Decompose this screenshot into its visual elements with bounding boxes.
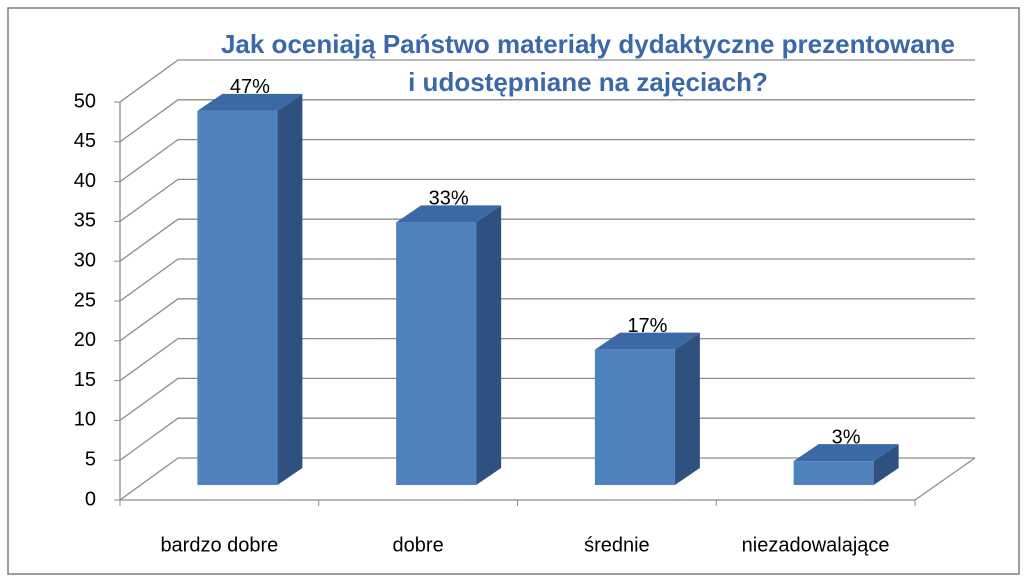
grid-line (119, 99, 975, 143)
data-label: 47% (230, 76, 270, 98)
x-tick-label: dobre (393, 534, 444, 556)
grid-line (119, 337, 975, 382)
chart-title: i udostępniane na zajęciach? (408, 67, 768, 97)
bar (197, 110, 278, 485)
bar-top (396, 205, 502, 223)
grid-line (119, 457, 975, 501)
x-tick-label: bardzo dobre (160, 534, 278, 556)
y-tick-label: 30 (74, 249, 96, 271)
grid-line (119, 377, 975, 421)
y-tick-label: 25 (74, 289, 96, 311)
y-tick-label: 5 (85, 448, 96, 470)
x-tick-label: niezadowalające (742, 534, 890, 556)
chart-title: Jak oceniają Państwo materiały dydaktycz… (221, 29, 955, 59)
x-tick-label: średnie (584, 534, 650, 556)
grid-line (119, 138, 975, 183)
floor-edge (914, 457, 976, 501)
bar (396, 222, 477, 485)
grid-line (119, 178, 975, 222)
bar-side (277, 93, 303, 485)
data-label: 33% (429, 188, 469, 210)
bar (594, 349, 675, 485)
data-label: 17% (627, 315, 667, 337)
grid-line (119, 218, 975, 262)
bar-side (476, 205, 502, 485)
y-tick-label: 10 (74, 409, 96, 431)
grid-line (119, 417, 975, 461)
grid-line (119, 298, 975, 342)
bar-top (793, 444, 899, 462)
y-tick-label: 15 (74, 369, 96, 391)
bar-top (197, 93, 303, 111)
y-tick-label: 35 (74, 210, 96, 232)
y-tick-label: 50 (74, 90, 96, 112)
grid-line (119, 258, 975, 302)
y-tick-label: 20 (74, 329, 96, 351)
y-tick-label: 45 (74, 130, 96, 152)
bar-top (594, 332, 700, 350)
bar-side (674, 332, 700, 485)
y-tick-label: 40 (74, 170, 96, 192)
bar (793, 461, 874, 485)
y-tick-label: 0 (85, 488, 96, 510)
bar-side (873, 444, 899, 485)
grid-line (119, 59, 975, 103)
data-label: 3% (832, 426, 861, 448)
